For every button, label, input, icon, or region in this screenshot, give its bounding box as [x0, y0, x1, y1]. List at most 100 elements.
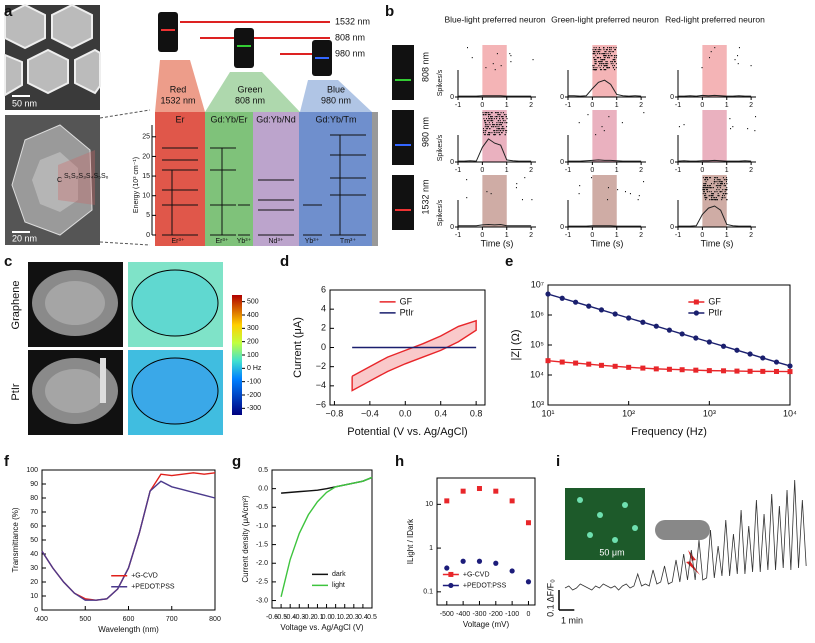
raster-dot: [506, 122, 508, 124]
raster-dot: [704, 183, 706, 185]
y-tick-label: 10⁴: [530, 369, 544, 379]
raster-dot: [678, 126, 680, 128]
raster-dot: [607, 63, 609, 65]
raster-dot: [499, 118, 501, 120]
raster-dot: [705, 187, 707, 189]
data-point: [626, 315, 632, 321]
data-point: [612, 363, 618, 369]
raster-dot: [617, 189, 619, 191]
raster-dot: [721, 191, 723, 193]
raster-dot: [708, 191, 710, 193]
raster-dot: [489, 132, 491, 134]
raster-dot: [592, 49, 594, 51]
stimulus-window: [482, 110, 507, 162]
raster-dot: [755, 116, 757, 118]
raster-dot: [711, 187, 713, 189]
raster-dot: [501, 128, 503, 130]
x-tick-label: 0.4: [358, 614, 368, 621]
y-tick-label: 40: [30, 551, 38, 558]
raster-dot: [497, 132, 499, 134]
raster-dot: [705, 179, 707, 181]
raster-dot: [506, 126, 508, 128]
raster-dot: [709, 187, 711, 189]
row-label: 1532 nm: [420, 179, 430, 214]
legend-marker: [448, 571, 454, 577]
data-point: [760, 368, 766, 374]
raster-dot: [598, 47, 600, 49]
series-line: [280, 476, 373, 597]
raster-dot: [714, 47, 716, 49]
raster-dot: [612, 59, 614, 61]
raster-dot: [466, 179, 468, 181]
raster-dot: [702, 177, 704, 179]
raster-dot: [706, 189, 708, 191]
raster-dot: [706, 187, 708, 189]
raster-dot: [721, 181, 723, 183]
raster-dot: [701, 67, 703, 69]
raster-dot: [711, 195, 713, 197]
data-point: [559, 359, 565, 365]
raster-dot: [485, 130, 487, 132]
raster-dot: [603, 53, 605, 55]
raster-dot: [604, 69, 606, 71]
raster-dot: [599, 69, 601, 71]
raster-dot: [724, 189, 726, 191]
raster-dot: [602, 67, 604, 69]
raster-dot: [720, 185, 722, 187]
raster-dot: [500, 124, 502, 126]
raster-dot: [702, 187, 704, 189]
colorbar-tick-label: 100: [247, 352, 259, 359]
raster-dot: [501, 116, 503, 118]
data-point: [760, 355, 766, 361]
x-tick-label: 10²: [622, 408, 635, 418]
raster-dot: [591, 177, 593, 179]
raster-dot: [703, 185, 705, 187]
raster-dot: [607, 67, 609, 69]
raster-dot: [488, 112, 490, 114]
raster-dot: [492, 124, 494, 126]
raster-dot: [600, 53, 602, 55]
raster-dot: [718, 195, 720, 197]
y-axis-label: Spikes/s: [437, 199, 444, 226]
raster-dot: [718, 189, 720, 191]
raster-dot: [720, 183, 722, 185]
y-tick-label: −6: [316, 399, 326, 409]
x-tick-label: 2: [639, 232, 643, 239]
x-tick-label: 0.8: [470, 408, 483, 418]
raster-dot: [498, 122, 500, 124]
raster-dot: [499, 128, 501, 130]
raster-dot: [486, 128, 488, 130]
raster-dot: [490, 116, 492, 118]
raster-dot: [613, 55, 615, 57]
raster-dot: [724, 185, 726, 187]
raster-dot: [495, 112, 497, 114]
raster-dot: [719, 179, 721, 181]
y-axis-label: ILight / IDark: [406, 518, 415, 564]
raster-dot: [598, 49, 600, 51]
data-point: [773, 368, 779, 374]
y-tick-label: 0: [450, 224, 454, 231]
energy-tick-label: 15: [142, 173, 150, 180]
data-point: [476, 486, 482, 492]
raster-dot: [510, 55, 512, 57]
raster-dot: [709, 185, 711, 187]
y-tick-label: 20: [30, 579, 38, 586]
raster-dot: [484, 130, 486, 132]
raster-dot: [604, 57, 606, 59]
y-tick-label: 10³: [531, 399, 544, 409]
raster-dot: [510, 61, 512, 63]
column-label: Red: [170, 84, 187, 94]
legend-marker: [448, 582, 454, 589]
raster-dot: [716, 199, 718, 201]
x-tick-label: -100: [505, 611, 519, 618]
raster-dot: [705, 183, 707, 185]
raster-dot: [711, 193, 713, 195]
raster-dot: [495, 134, 497, 136]
inset-scale-label: 50 μm: [599, 547, 624, 557]
stimulus-window: [702, 175, 727, 227]
raster-dot: [725, 181, 727, 183]
data-point: [444, 498, 450, 504]
raster-dot: [705, 197, 707, 199]
raster-dot: [702, 189, 704, 191]
